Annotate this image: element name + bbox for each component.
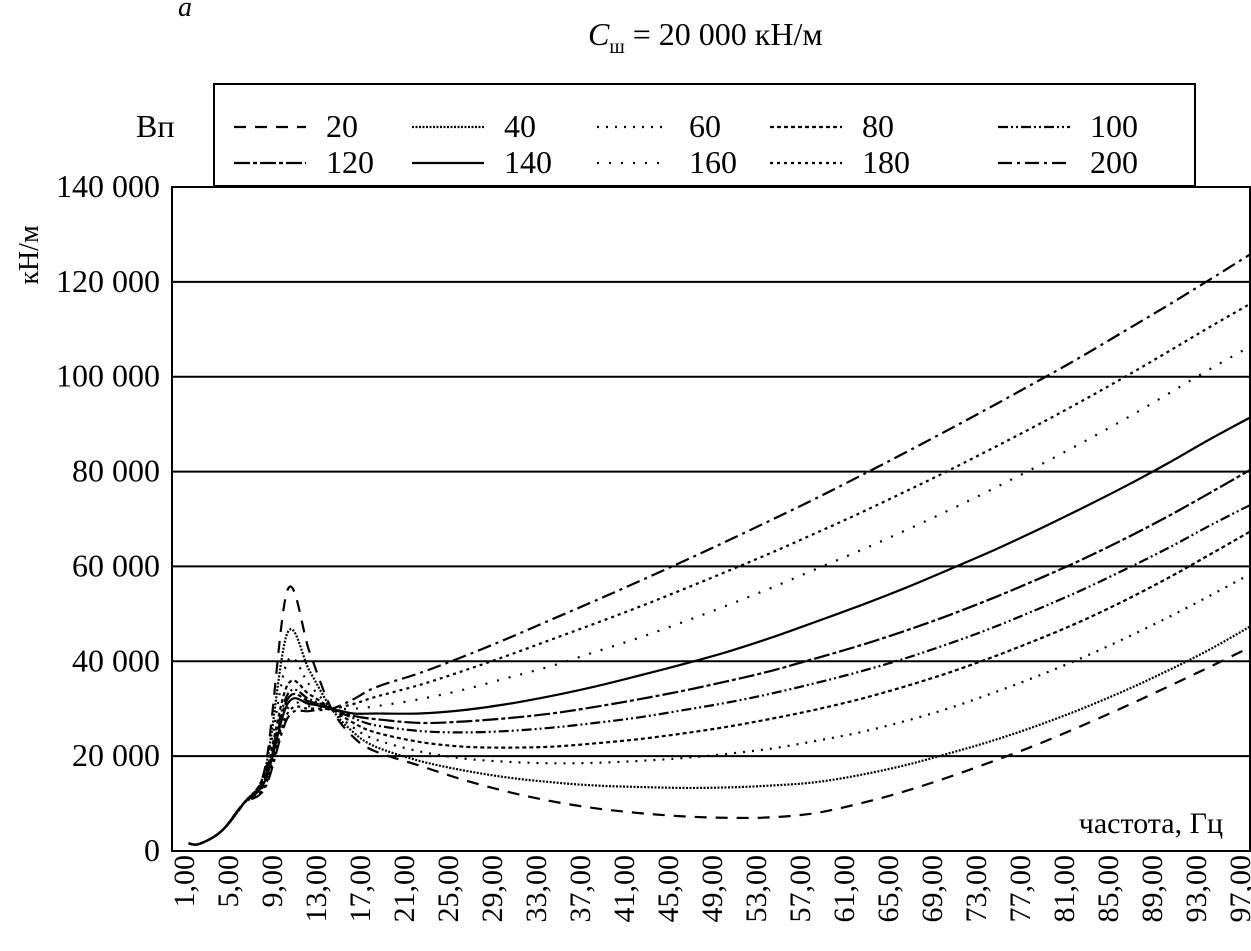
legend-item-140: 140 — [412, 144, 552, 180]
x-axis-label: частота, Гц — [1079, 807, 1223, 840]
chart-title-rest: = 20 000 кН/м — [625, 16, 823, 52]
x-tick-label: 13,00 — [300, 855, 333, 923]
series-line-60 — [188, 572, 1251, 846]
x-tick-label: 69,00 — [916, 855, 949, 923]
x-tick-label: 57,00 — [784, 855, 817, 923]
x-tick-label: 53,00 — [740, 855, 773, 923]
y-tick-labels: 0 20 000 40 000 60 000 80 000 100 000 120 000 1… — [56, 168, 160, 868]
plot-frame — [171, 186, 1251, 852]
y-tick-label: 20 000 — [72, 737, 160, 773]
x-tick-labels: 1,00 5,00 9,00 13,00 17,00 21,00 25,00 29,00 33,… — [168, 855, 1251, 923]
x-tick-label: 21,00 — [388, 855, 421, 923]
legend-label: 40 — [504, 108, 536, 144]
x-tick-label: 9,00 — [256, 855, 289, 908]
x-tick-label: 33,00 — [520, 855, 553, 923]
legend-title: Вп — [136, 108, 174, 144]
legend-label: 160 — [689, 144, 737, 180]
legend-item-40: 40 — [412, 108, 536, 144]
legend-item-120: 120 — [234, 144, 374, 180]
x-tick-label: 93,00 — [1180, 855, 1213, 923]
legend-box — [213, 83, 1196, 187]
y-tick-label: 120 000 — [56, 263, 160, 299]
legend-item-80: 80 — [770, 108, 894, 144]
y-tick-label: 80 000 — [72, 453, 160, 489]
chart-title: Cш = 20 000 кН/м — [588, 16, 823, 58]
y-tick-label: 0 — [144, 832, 160, 868]
legend-label: 20 — [326, 108, 358, 144]
x-tick-label: 5,00 — [212, 855, 245, 908]
panel-label: a — [178, 0, 192, 23]
legend: Вп 20 40 60 80 100 120 140 160 180 200 — [136, 83, 1196, 187]
x-tick-label: 37,00 — [564, 855, 597, 923]
x-tick-label: 85,00 — [1092, 855, 1125, 923]
legend-label: 200 — [1090, 144, 1138, 180]
x-tick-label: 25,00 — [432, 855, 465, 923]
legend-label: 180 — [862, 144, 910, 180]
legend-item-160: 160 — [597, 144, 737, 180]
legend-label: 80 — [862, 108, 894, 144]
y-tick-label: 40 000 — [72, 642, 160, 678]
x-tick-label: 1,00 — [168, 855, 201, 908]
series-line-180 — [188, 302, 1251, 846]
x-tick-label: 73,00 — [960, 855, 993, 923]
series-line-160 — [188, 344, 1251, 846]
gridlines — [172, 280, 1250, 758]
legend-label: 100 — [1090, 108, 1138, 144]
y-axis-label: кН/м — [14, 225, 45, 285]
x-tick-label: 41,00 — [608, 855, 641, 923]
series-lines — [188, 252, 1251, 846]
series-line-120 — [188, 468, 1251, 846]
chart-title-symbol: C — [588, 16, 610, 52]
legend-item-20: 20 — [234, 108, 358, 144]
x-tick-label: 29,00 — [476, 855, 509, 923]
legend-items: 20 40 60 80 100 120 140 160 180 200 — [234, 108, 1138, 180]
legend-item-60: 60 — [597, 108, 721, 144]
series-line-40 — [188, 624, 1251, 846]
x-tick-label: 97,00 — [1224, 855, 1251, 923]
legend-item-180: 180 — [770, 144, 910, 180]
x-tick-label: 17,00 — [344, 855, 377, 923]
y-tick-label: 60 000 — [72, 547, 160, 583]
x-tick-label: 61,00 — [828, 855, 861, 923]
y-tick-label: 140 000 — [56, 168, 160, 204]
legend-label: 60 — [689, 108, 721, 144]
legend-item-100: 100 — [998, 108, 1138, 144]
x-tick-label: 89,00 — [1136, 855, 1169, 923]
x-tick-label: 65,00 — [872, 855, 905, 923]
legend-label: 120 — [326, 144, 374, 180]
x-tick-label: 77,00 — [1004, 855, 1037, 923]
legend-item-200: 200 — [998, 144, 1138, 180]
x-tick-label: 45,00 — [652, 855, 685, 923]
x-tick-label: 81,00 — [1048, 855, 1081, 923]
series-line-80 — [188, 529, 1251, 846]
x-tick-label: 49,00 — [696, 855, 729, 923]
series-line-140 — [188, 415, 1251, 846]
y-tick-label: 100 000 — [56, 358, 160, 394]
series-line-100 — [188, 503, 1251, 846]
chart-title-subscript: ш — [609, 36, 625, 58]
series-line-20 — [188, 585, 1251, 846]
legend-label: 140 — [504, 144, 552, 180]
series-line-200 — [188, 252, 1251, 846]
